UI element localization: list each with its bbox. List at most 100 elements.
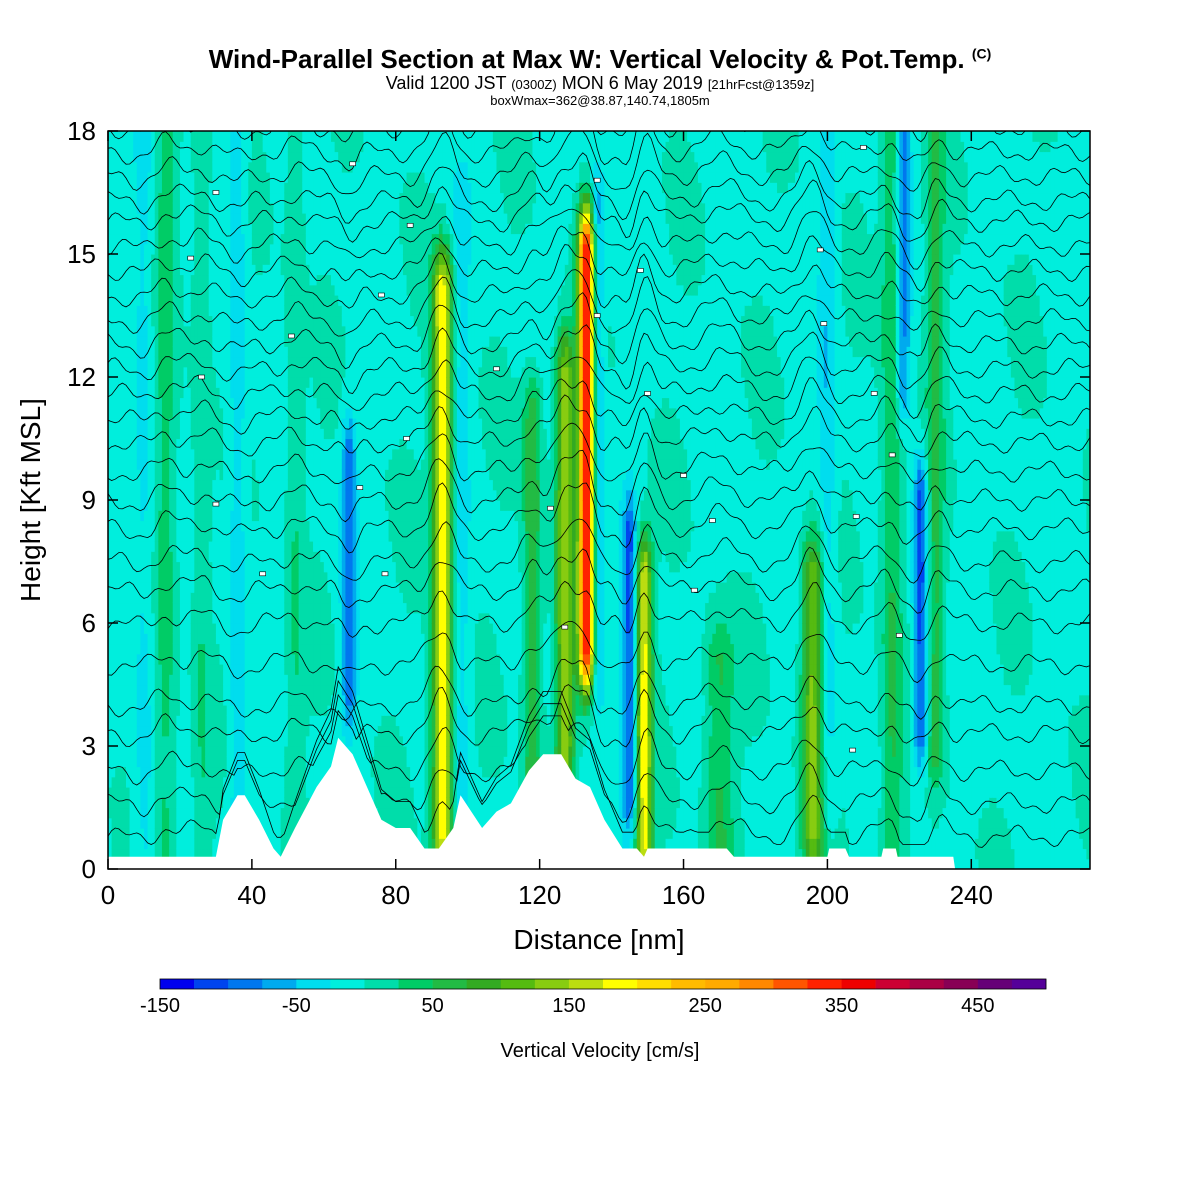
theta-contour: [108, 10, 1090, 76]
theta-contour: [108, 131, 1090, 172]
contour-label-marker: [680, 473, 687, 478]
theta-contour: [108, 422, 1090, 485]
theta-contour: [108, 449, 1090, 523]
colorbar-swatch: [194, 979, 229, 989]
colorbar-swatch: [841, 979, 876, 989]
x-tick-label: 200: [806, 880, 849, 910]
contour-label-marker: [593, 177, 601, 183]
contour-label-marker: [888, 452, 896, 458]
colorbar-tick-label: 50: [421, 995, 443, 1017]
theta-contours: [108, 0, 1090, 848]
y-tick-label: 6: [82, 608, 96, 638]
theta-contour: [108, 292, 1090, 370]
colorbar-swatch: [364, 979, 399, 989]
x-tick-label: 160: [662, 880, 705, 910]
axes: 0 40 80 120 160 200 240 0 3 6 9 12 15 18: [67, 116, 1090, 910]
colorbar-swatch: [671, 979, 706, 989]
theta-contour: [108, 620, 1090, 684]
contour-label-marker: [870, 391, 878, 396]
colorbar-swatch: [807, 979, 842, 989]
colorbar-tick-label: 450: [961, 995, 994, 1017]
contour-label-marker: [637, 268, 644, 273]
contour-label-marker: [378, 292, 385, 298]
contour-label-marker: [356, 485, 364, 491]
theta-contour: [108, 377, 1090, 443]
theta-contour: [108, 394, 1090, 458]
contour-label-marker: [709, 518, 716, 523]
theta-contour: [108, 546, 1090, 614]
contour-label-marker: [896, 632, 903, 638]
contour-label-marker: [561, 624, 569, 630]
colorbar-title: Vertical Velocity [cm/s]: [501, 1040, 700, 1062]
colorbar-swatch: [432, 979, 467, 989]
colorbar-swatch: [637, 979, 672, 989]
theta-contour: [108, 0, 1090, 50]
chart-subtitle: Valid 1200 JST (0300Z) MON 6 May 2019 [2…: [385, 73, 815, 93]
colorbar-swatch: [875, 979, 910, 989]
x-tick-label: 80: [381, 880, 410, 910]
colorbar-swatch: [262, 979, 297, 989]
contour-label-marker: [381, 571, 389, 577]
colorbar-tick-label: 150: [552, 995, 585, 1017]
theta-contour: [108, 324, 1090, 394]
x-tick-label: 40: [237, 880, 266, 910]
contour-label-marker: [547, 505, 554, 511]
colorbar-swatch: [773, 979, 808, 989]
contour-label-marker: [852, 514, 860, 519]
colorbar-swatch: [909, 979, 945, 989]
theta-contour: [108, 244, 1090, 309]
colorbar: -150 -50 50 150 250 350 450: [140, 978, 1047, 1017]
theta-contour: [108, 152, 1090, 224]
colorbar-tick-label: -50: [282, 995, 311, 1017]
contour-label-marker: [198, 374, 205, 380]
colorbar-swatch: [160, 979, 195, 989]
terrain: [108, 737, 1090, 869]
colorbar-swatch: [568, 979, 604, 989]
contour-label-marker: [593, 313, 601, 318]
contour-label-marker: [212, 190, 220, 195]
theta-contour: [108, 658, 1090, 721]
theta-contour: [108, 684, 1090, 748]
theta-contour: [110, 131, 1083, 143]
contour-label-marker: [644, 391, 651, 396]
colorbar-swatch: [534, 979, 570, 989]
y-tick-label: 12: [67, 362, 96, 392]
colorbar-swatch: [705, 979, 740, 989]
colorbar-tick-label: 250: [689, 995, 722, 1017]
theta-contour: [108, 60, 1090, 121]
colorbar-swatch: [330, 979, 365, 989]
contour-label-marker: [403, 436, 410, 441]
colorbar-frame: [159, 978, 1047, 990]
contour-label-marker: [349, 161, 356, 167]
colorbar-swatch: [603, 979, 638, 989]
colorbar-swatch: [739, 979, 774, 989]
contour-label-marker: [691, 587, 698, 593]
contour-label-marker: [187, 255, 195, 261]
colorbar-swatch: [977, 979, 1013, 989]
contour-label-marker: [288, 333, 295, 339]
chart-box-info: boxWmax=362@38.87,140.74,1805m: [490, 93, 710, 108]
contour-label-marker: [406, 223, 414, 228]
y-axis-title: Height [Kft MSL]: [15, 398, 46, 602]
theta-contour: [108, 36, 1090, 95]
terrain-mask: [108, 737, 1090, 869]
contour-label-marker: [849, 747, 856, 753]
copyright-mark: (C): [971, 45, 992, 62]
contour-label-marker: [820, 321, 828, 327]
x-axis-title: Distance [nm]: [513, 924, 684, 955]
chart-title: Wind-Parallel Section at Max W: Vertical…: [208, 44, 992, 74]
theta-contour: [108, 179, 1090, 243]
theta-contour: [108, 679, 1090, 823]
theta-contour: [108, 208, 1090, 270]
y-tick-label: 9: [82, 485, 96, 515]
colorbar-swatch: [228, 979, 263, 989]
contour-labels: [187, 145, 903, 753]
contour-label-marker: [816, 247, 824, 253]
y-tick-label: 3: [82, 731, 96, 761]
contour-label-marker: [259, 571, 266, 577]
colorbar-swatch: [500, 979, 536, 989]
colorbar-swatch: [1011, 979, 1047, 989]
colorbar-tick-label: -150: [140, 995, 180, 1017]
contour-label-marker: [212, 501, 220, 507]
